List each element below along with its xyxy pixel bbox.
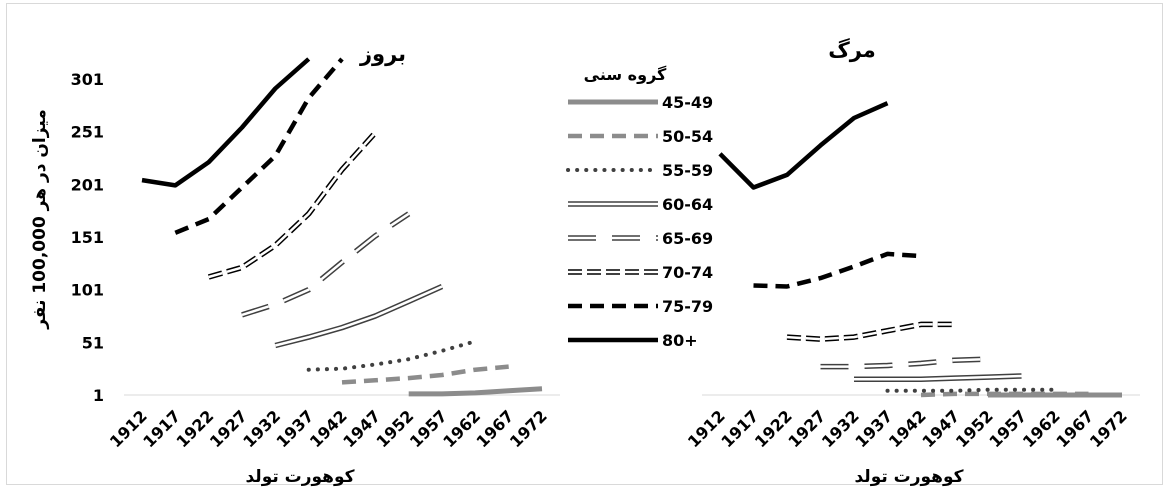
y-tick-label: 251 xyxy=(71,123,104,142)
x-tick-label: 1957 xyxy=(406,406,451,451)
series-line-80+ xyxy=(141,57,311,188)
y-tick-label: 151 xyxy=(71,228,104,247)
series-line-75-79 xyxy=(174,57,344,235)
x-tick-label: 1917 xyxy=(717,406,762,451)
y-tick-label: 51 xyxy=(82,333,104,352)
legend-label-50-54: 50-54 xyxy=(662,127,713,146)
x-tick-label: 1932 xyxy=(239,406,284,451)
legend-label-65-69: 65-69 xyxy=(662,229,713,248)
mortality-x-axis-title: کوهورت تولد xyxy=(854,467,963,487)
x-tick-label: 1972 xyxy=(1086,406,1131,451)
x-tick-label: 1937 xyxy=(273,406,318,451)
y-axis-title: میزان در هر 100,000 نفر xyxy=(30,109,50,330)
legend-label-45-49: 45-49 xyxy=(662,93,713,112)
legend-label-75-79: 75-79 xyxy=(662,297,713,316)
x-tick-label: 1912 xyxy=(106,406,151,451)
legend-title: گروه سنی xyxy=(584,65,667,84)
legend-label-70-74: 70-74 xyxy=(662,263,713,282)
x-tick-label: 1912 xyxy=(684,406,729,451)
incidence-panel: 1912191719221927193219371942194719521957… xyxy=(71,57,560,451)
series-line-70-74 xyxy=(207,130,378,280)
x-tick-label: 1947 xyxy=(918,406,963,451)
mortality-title: مرگ xyxy=(828,37,876,62)
legend-label-55-59: 55-59 xyxy=(662,161,713,180)
series-line-45-49 xyxy=(408,386,543,397)
x-tick-label: 1937 xyxy=(851,406,896,451)
series-line-70-74-inner xyxy=(208,131,377,279)
x-tick-label: 1922 xyxy=(173,406,218,451)
series-line-55-59 xyxy=(306,339,478,372)
series-line-60-64-inner xyxy=(274,285,443,347)
legend: 45-49 50-54 55-59 60-64 65-69 70-74 75-79 80+ xyxy=(566,93,713,350)
x-tick-label: 1967 xyxy=(473,406,518,451)
legend-label-80+: 80+ xyxy=(662,331,698,350)
x-tick-label: 1927 xyxy=(206,406,251,451)
x-tick-label: 1942 xyxy=(306,406,351,451)
y-tick-label: 201 xyxy=(71,175,104,194)
x-tick-label: 1957 xyxy=(985,406,1030,451)
x-tick-label: 1942 xyxy=(885,406,930,451)
series-line-50-54 xyxy=(920,391,1089,398)
x-tick-label: 1932 xyxy=(818,406,863,451)
mortality-panel: 1912191719221927193219371942194719521957… xyxy=(684,101,1140,451)
chart-frame xyxy=(6,3,1163,485)
x-tick-label: 1922 xyxy=(751,406,796,451)
x-tick-label: 1917 xyxy=(139,406,184,451)
series-line-65-69-inner xyxy=(820,357,989,368)
series-line-50-54 xyxy=(341,364,509,385)
series-line-55-59 xyxy=(885,387,1057,393)
legend-label-60-64: 60-64 xyxy=(662,195,713,214)
incidence-x-axis-title: کوهورت تولد xyxy=(245,467,354,487)
series-line-65-69-inner xyxy=(241,212,410,317)
x-tick-label: 1962 xyxy=(1019,406,1064,451)
x-tick-label: 1972 xyxy=(506,406,551,451)
series-line-65-69 xyxy=(241,211,411,318)
x-tick-label: 1952 xyxy=(952,406,997,451)
y-tick-label: 301 xyxy=(71,70,104,89)
x-tick-label: 1962 xyxy=(439,406,484,451)
y-tick-label: 1 xyxy=(93,386,104,405)
series-line-60-64-inner xyxy=(854,374,1022,381)
x-tick-label: 1947 xyxy=(339,406,384,451)
series-line-75-79 xyxy=(753,251,922,289)
incidence-title: بروز xyxy=(359,42,406,66)
y-tick-label: 101 xyxy=(71,281,104,300)
series-line-80+ xyxy=(718,101,889,190)
series-line-70-74 xyxy=(786,321,955,342)
x-tick-label: 1967 xyxy=(1052,406,1097,451)
x-tick-label: 1952 xyxy=(373,406,418,451)
x-tick-label: 1927 xyxy=(784,406,829,451)
series-line-70-74-inner xyxy=(786,323,955,341)
